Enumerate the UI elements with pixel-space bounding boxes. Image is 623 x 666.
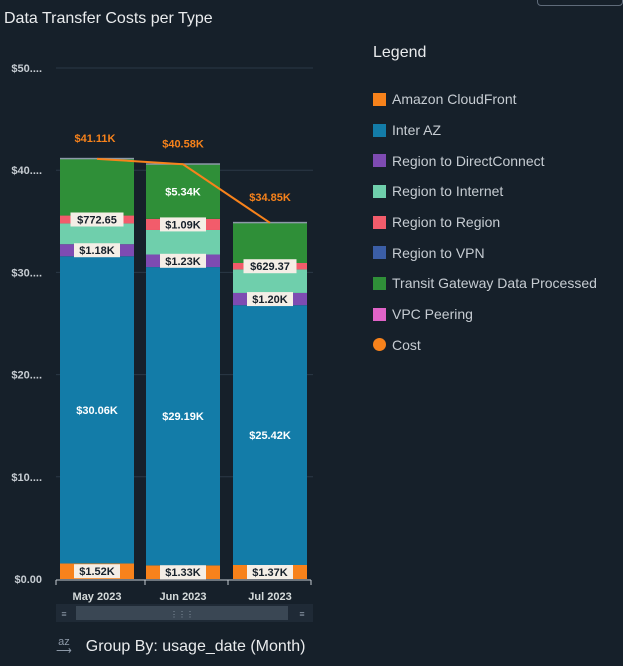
legend-item[interactable]: Region to DirectConnect bbox=[373, 145, 597, 176]
cost-line bbox=[96, 157, 271, 224]
legend-swatch bbox=[373, 338, 386, 352]
data-label-bg bbox=[160, 565, 206, 580]
x-tick-label: Jun 2023 bbox=[159, 591, 206, 603]
legend-label: Transit Gateway Data Processed bbox=[392, 275, 597, 292]
legend-label: Inter AZ bbox=[392, 122, 442, 139]
legend-item[interactable]: Region to Internet bbox=[373, 176, 597, 207]
legend-swatch bbox=[373, 276, 386, 290]
data-label: $1.52K bbox=[79, 566, 115, 578]
y-tick-label: $0.00 bbox=[14, 574, 42, 586]
data-label: $1.37K bbox=[252, 567, 288, 579]
legend-label: Amazon CloudFront bbox=[392, 91, 517, 108]
group-by[interactable]: az ⟶ Group By: usage_date (Month) bbox=[56, 636, 306, 657]
legend-item[interactable]: Region to VPN bbox=[373, 237, 597, 268]
data-label: $772.65 bbox=[77, 214, 117, 226]
legend-title: Legend bbox=[373, 44, 427, 61]
bar-segment bbox=[146, 229, 220, 255]
data-label-bg bbox=[247, 292, 293, 307]
legend-item[interactable]: Transit Gateway Data Processed bbox=[373, 268, 597, 299]
legend-label: Region to Internet bbox=[392, 183, 504, 200]
legend-swatch bbox=[373, 123, 386, 137]
data-label-bg bbox=[70, 212, 124, 227]
data-label: $29.19K bbox=[162, 411, 204, 423]
bar-segment bbox=[60, 256, 134, 564]
scrollbar-handle[interactable]: ≡ bbox=[299, 609, 304, 619]
legend-item[interactable]: Inter AZ bbox=[373, 115, 597, 146]
group-by-label: Group By: usage_date (Month) bbox=[85, 638, 306, 655]
data-label-bg bbox=[243, 259, 297, 274]
legend-swatch bbox=[373, 307, 386, 321]
sort-az-icon: az ⟶ bbox=[56, 636, 72, 657]
data-label: $1.20K bbox=[252, 294, 288, 306]
legend-swatch bbox=[373, 184, 386, 198]
bar-segment bbox=[233, 269, 307, 293]
data-label-bg bbox=[74, 564, 120, 579]
data-label-bg bbox=[160, 217, 206, 232]
data-label: $1.33K bbox=[165, 567, 201, 579]
bar-segment bbox=[146, 267, 220, 566]
grip-icon: ⋮⋮⋮ bbox=[170, 610, 194, 619]
bar-segment bbox=[233, 305, 307, 565]
y-tick-label: $50.... bbox=[11, 63, 42, 75]
bar-top bbox=[60, 157, 134, 160]
legend: Legend Amazon CloudFront Inter AZ Region t… bbox=[373, 44, 597, 360]
legend-swatch bbox=[373, 215, 386, 229]
legend-swatch bbox=[373, 246, 386, 260]
y-tick-label: $30.... bbox=[11, 267, 42, 279]
bar-segment bbox=[233, 222, 307, 264]
bar-segment bbox=[146, 164, 220, 219]
legend-swatch bbox=[373, 92, 386, 106]
chart-title: Data Transfer Costs per Type bbox=[4, 10, 213, 27]
scrollbar-thumb[interactable] bbox=[76, 606, 288, 620]
bar-segment bbox=[60, 158, 134, 216]
y-tick-label: $20.... bbox=[11, 370, 42, 382]
legend-label: Region to Region bbox=[392, 214, 501, 231]
cost-label: $34.85K bbox=[249, 192, 291, 204]
data-label-bg bbox=[74, 243, 120, 258]
legend-swatch bbox=[373, 154, 386, 168]
legend-label: Cost bbox=[392, 336, 421, 353]
legend-label: VPC Peering bbox=[392, 306, 473, 323]
x-tick-label: May 2023 bbox=[73, 591, 122, 603]
cost-label: $41.11K bbox=[75, 133, 116, 145]
data-label-bg bbox=[247, 564, 293, 579]
y-tick-label: $40.... bbox=[11, 165, 42, 177]
legend-item[interactable]: VPC Peering bbox=[373, 299, 597, 330]
scrollbar-handle[interactable]: ≡ bbox=[61, 609, 66, 619]
cost-label: $40.58K bbox=[162, 138, 204, 150]
data-label: $629.37 bbox=[250, 261, 290, 273]
legend-label: Region to DirectConnect bbox=[392, 152, 545, 169]
y-tick-label: $10.... bbox=[11, 472, 42, 484]
data-label-bg bbox=[160, 253, 206, 268]
x-tick-label: Jul 2023 bbox=[248, 591, 291, 603]
data-label: $1.18K bbox=[79, 245, 115, 257]
data-label: $30.06K bbox=[76, 405, 118, 417]
legend-item[interactable]: Region to Region bbox=[373, 207, 597, 238]
data-label: $1.09K bbox=[165, 219, 201, 231]
legend-item[interactable]: Cost bbox=[373, 330, 597, 361]
data-label: $25.42K bbox=[249, 430, 291, 442]
legend-label: Region to VPN bbox=[392, 244, 485, 261]
data-label: $1.23K bbox=[165, 256, 201, 268]
bar-segment bbox=[60, 223, 134, 245]
legend-item[interactable]: Amazon CloudFront bbox=[373, 84, 597, 115]
data-label: $5.34K bbox=[165, 187, 201, 199]
